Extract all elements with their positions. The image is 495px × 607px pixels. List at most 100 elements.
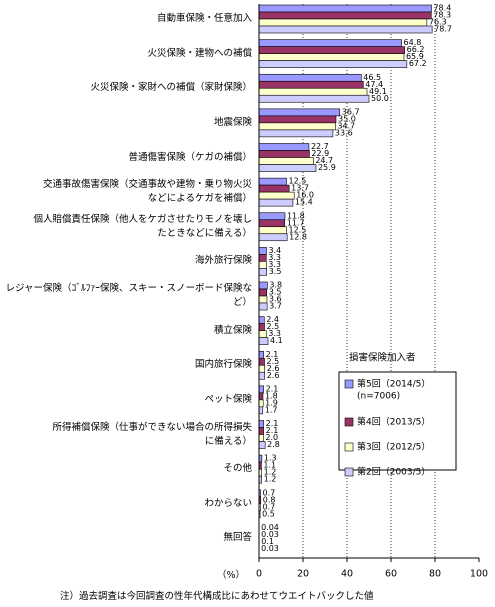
y-category-label: 国内旅行保険	[194, 359, 252, 371]
y-category-label: 個人賠償責任保険（他人をケガさせたりモノを壊し たときなどに備える）	[33, 213, 252, 239]
legend-label: 第4回（2013/5）	[357, 416, 430, 428]
bar	[258, 184, 290, 193]
bar	[258, 316, 265, 324]
value-label: 34.7	[337, 121, 355, 130]
value-label: 2.1	[266, 384, 279, 393]
bar	[258, 441, 266, 449]
x-tick-label: 40	[341, 569, 353, 580]
bar	[258, 350, 264, 359]
value-label: 36.7	[342, 107, 360, 116]
bar	[258, 177, 287, 186]
bar	[258, 364, 266, 373]
bar	[258, 295, 268, 304]
value-label: 1.9	[265, 398, 278, 407]
value-label: 2.1	[266, 426, 279, 435]
value-label: 3.3	[268, 329, 281, 338]
bar	[258, 385, 264, 394]
bar	[258, 371, 266, 380]
y-category-label: わからない	[204, 497, 252, 509]
bar	[258, 323, 265, 331]
value-label: 50.0	[371, 94, 389, 103]
bar	[258, 108, 341, 117]
value-label: 2.8	[267, 440, 280, 449]
value-label: 67.2	[409, 59, 427, 68]
bar	[258, 122, 336, 131]
value-label: 0.7	[263, 488, 276, 497]
value-label: 46.5	[363, 73, 381, 82]
x-tick-label: 80	[429, 569, 441, 580]
bar	[258, 226, 287, 235]
bar	[258, 406, 264, 415]
value-label: 2.5	[267, 357, 280, 366]
bar	[258, 191, 295, 200]
legend-swatch	[344, 442, 354, 452]
y-category-label: 普通傷害保険（ケガの補償）	[128, 151, 252, 163]
value-label: 16.0	[296, 191, 314, 200]
y-category-label: 所得補償保険（仕事ができない場合の所得損失 に備える）	[52, 421, 252, 447]
bar	[258, 268, 267, 276]
value-label: 13.7	[291, 184, 309, 193]
bar	[258, 87, 368, 96]
value-label: 22.9	[311, 149, 329, 158]
x-tick-label: 0	[256, 569, 262, 580]
x-tick-label: 60	[385, 569, 397, 580]
bar	[258, 143, 310, 151]
bar	[258, 233, 288, 242]
value-label: 2.0	[265, 433, 278, 442]
bar	[258, 219, 286, 228]
x-unit: （%）	[217, 570, 246, 581]
bar	[258, 157, 314, 165]
value-label: 12.8	[289, 232, 307, 241]
legend-note: (n=7006)	[357, 392, 400, 402]
bar	[258, 46, 405, 54]
value-label: 0.1	[261, 537, 274, 546]
bar	[258, 11, 432, 20]
bar	[258, 25, 433, 34]
value-label: 2.6	[267, 371, 280, 380]
legend-label: 第2回（2003/5）	[357, 466, 430, 478]
value-label: 15.4	[295, 198, 313, 207]
value-label: 0.03	[261, 544, 279, 553]
value-label: 35.0	[338, 114, 356, 123]
value-label: 65.9	[406, 52, 424, 61]
value-label: 1.7	[265, 405, 278, 414]
bar	[258, 434, 264, 442]
y-category-label: 地震保険	[213, 116, 252, 128]
value-label: 78.3	[433, 11, 451, 20]
bar	[258, 247, 267, 255]
value-label: 2.6	[267, 364, 280, 373]
y-category-label: その他	[223, 463, 252, 475]
bar	[258, 427, 264, 435]
value-label: 11.7	[287, 218, 305, 227]
y-category-label: 火災保険・建物への補償	[147, 47, 252, 59]
value-label: 11.8	[287, 211, 305, 220]
value-label: 1.2	[264, 468, 277, 477]
y-category-label: 火災保険・家財への補償（家財保険）	[90, 82, 252, 94]
bar	[258, 80, 364, 89]
y-category-label: 交通事故傷害保険（交通事故や建物・乗り物火災 などによるケガを補償）	[42, 179, 252, 205]
value-label: 76.3	[429, 18, 447, 27]
footnote: 注）過去調査は今回調査の性年代構成比にあわせてウエイトバックした値	[60, 591, 374, 602]
value-label: 2.5	[267, 322, 280, 331]
value-label: 0.5	[262, 509, 275, 518]
bar	[258, 129, 334, 138]
legend-label: 第3回（2012/5）	[357, 441, 430, 453]
bar	[258, 53, 405, 61]
bar	[258, 254, 267, 262]
bar	[258, 420, 264, 428]
value-label: 33.6	[335, 128, 353, 137]
value-label: 12.5	[289, 225, 307, 234]
value-label: 4.1	[270, 336, 283, 345]
y-category-label: レジャー保険（ｺﾞﾙﾌｧｰ保険、スキー・スノーボード保険な ど）	[5, 283, 252, 308]
x-tick-label: 100	[470, 569, 488, 580]
bar	[258, 212, 286, 221]
bar	[258, 302, 268, 311]
value-label: 78.4	[433, 4, 451, 13]
bar	[258, 337, 269, 345]
value-label: 1.2	[264, 475, 277, 484]
bar	[258, 330, 267, 338]
bar	[258, 60, 408, 68]
value-label: 2.1	[266, 419, 279, 428]
value-label: 66.2	[407, 45, 425, 54]
